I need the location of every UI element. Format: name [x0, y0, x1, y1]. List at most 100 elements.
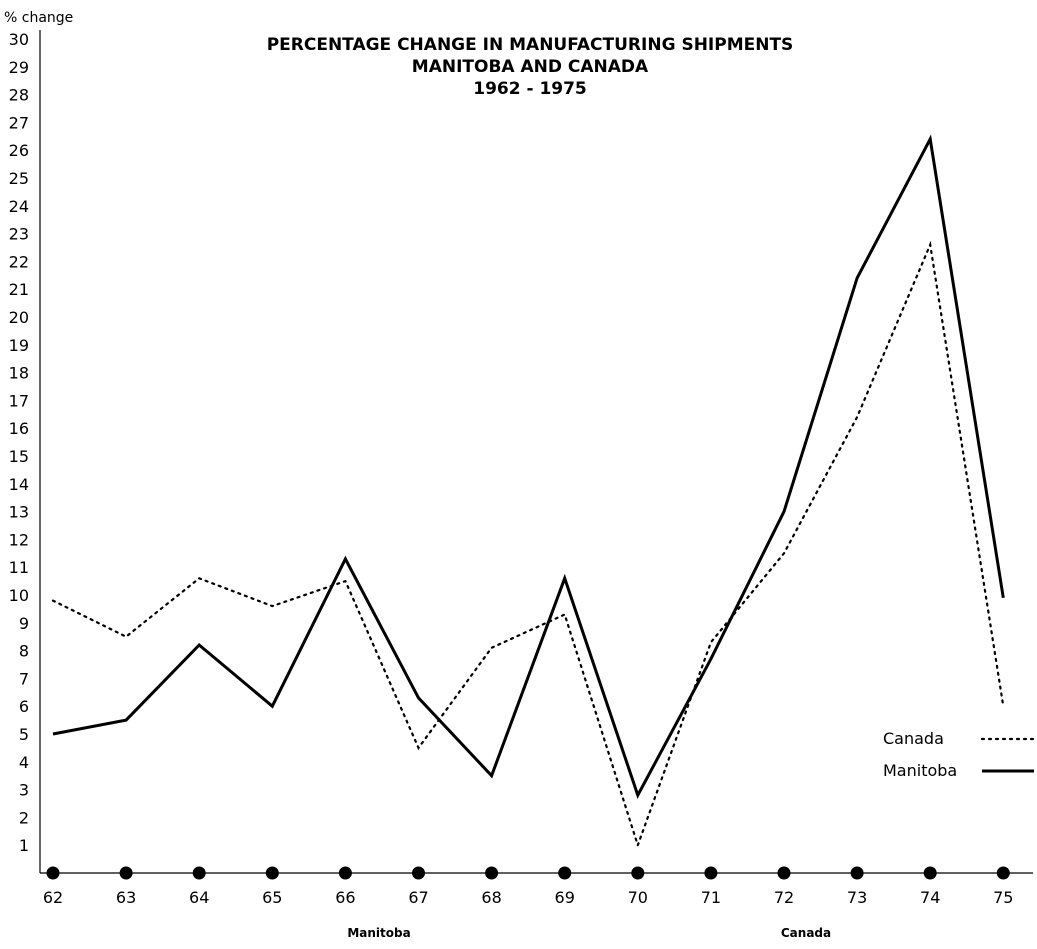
x-axis-marker-dot [996, 866, 1010, 880]
data-point-manitoba [855, 276, 860, 281]
chart-title-line-2: MANITOBA AND CANADA [412, 57, 649, 77]
x-tick-label: 67 [408, 888, 428, 907]
y-tick-label: 4 [19, 753, 29, 772]
series-line-canada [51, 240, 1005, 849]
y-tick-label: 15 [9, 447, 29, 466]
data-point-canada [928, 242, 933, 247]
data-point-canada [708, 640, 713, 645]
data-point-manitoba [489, 773, 494, 778]
y-tick-label: 20 [9, 308, 29, 327]
data-point-canada [197, 576, 202, 581]
x-axis-marker-dot [485, 866, 499, 880]
y-tick-label: 21 [9, 280, 29, 299]
x-tick-label: 63 [116, 888, 136, 907]
data-point-manitoba [197, 643, 202, 648]
x-axis-marker-dot [338, 866, 352, 880]
y-tick-label: 5 [19, 725, 29, 744]
y-tick-label: 28 [9, 86, 29, 105]
x-tick-label: 74 [920, 888, 940, 907]
y-tick-label: 27 [9, 113, 29, 132]
chart-title-line-1: PERCENTAGE CHANGE IN MANUFACTURING SHIPM… [267, 35, 794, 55]
data-point-canada [855, 415, 860, 420]
y-tick-label: 3 [19, 781, 29, 800]
data-point-canada [489, 645, 494, 650]
x-axis-marker-dot [46, 866, 60, 880]
x-tick-label: 75 [993, 888, 1013, 907]
x-tick-label: 68 [481, 888, 501, 907]
data-point-canada [416, 745, 421, 750]
x-axis-marker-dot [777, 866, 791, 880]
axes: 1234567891011121314151617181920212223242… [9, 30, 1033, 907]
data-point-manitoba [635, 793, 640, 798]
y-tick-label: 8 [19, 642, 29, 661]
x-tick-label: 66 [335, 888, 355, 907]
legend-label-canada: Canada [883, 729, 944, 748]
y-tick-label: 7 [19, 669, 29, 688]
y-tick-label: 11 [9, 558, 29, 577]
data-point-manitoba [343, 556, 348, 561]
legend: Canada Manitoba [883, 729, 1036, 780]
x-tick-label: 64 [189, 888, 209, 907]
y-tick-label: 13 [9, 503, 29, 522]
x-axis-marker-dot [192, 866, 206, 880]
footer-label-canada: Canada [781, 926, 831, 940]
data-point-manitoba [562, 576, 567, 581]
x-tick-label: 71 [701, 888, 721, 907]
y-tick-label: 9 [19, 614, 29, 633]
data-point-manitoba [416, 695, 421, 700]
y-tick-label: 30 [9, 30, 29, 49]
y-tick-label: 12 [9, 530, 29, 549]
y-tick-label: 23 [9, 225, 29, 244]
x-tick-label: 72 [774, 888, 794, 907]
chart-title-line-3: 1962 - 1975 [473, 79, 587, 99]
x-axis-markers [46, 866, 1010, 880]
data-point-manitoba [1001, 595, 1006, 600]
y-tick-label: 18 [9, 364, 29, 383]
x-axis-marker-dot [631, 866, 645, 880]
y-tick-label: 22 [9, 252, 29, 271]
x-tick-label: 62 [43, 888, 63, 907]
y-axis-unit-label: % change [4, 10, 73, 26]
y-tick-label: 17 [9, 391, 29, 410]
footer-label-manitoba: Manitoba [347, 926, 410, 940]
y-tick-label: 2 [19, 808, 29, 827]
y-tick-label: 24 [9, 197, 29, 216]
y-tick-label: 14 [9, 475, 29, 494]
data-point-manitoba [51, 732, 56, 737]
data-point-canada [635, 843, 640, 848]
x-axis-marker-dot [558, 866, 572, 880]
x-axis-marker-dot [412, 866, 425, 880]
y-tick-label: 16 [9, 419, 29, 438]
data-point-manitoba [928, 137, 933, 142]
legend-label-manitoba: Manitoba [883, 761, 957, 780]
data-point-manitoba [782, 509, 787, 514]
x-tick-label: 65 [262, 888, 282, 907]
x-axis-marker-dot [265, 866, 279, 880]
x-axis-marker-dot [119, 866, 133, 880]
y-tick-label: 10 [9, 586, 29, 605]
x-axis-marker-dot [923, 866, 937, 880]
y-tick-label: 25 [9, 169, 29, 188]
data-point-manitoba [708, 656, 713, 661]
data-point-manitoba [124, 718, 129, 723]
x-tick-label: 73 [847, 888, 867, 907]
data-point-canada [1001, 704, 1006, 709]
y-tick-label: 29 [9, 58, 29, 77]
data-point-canada [270, 604, 275, 609]
x-axis-marker-dot [704, 866, 718, 880]
data-point-canada [562, 612, 567, 617]
data-point-canada [124, 634, 129, 639]
y-tick-label: 1 [19, 836, 29, 855]
data-point-canada [782, 551, 787, 556]
y-tick-label: 19 [9, 336, 29, 355]
series-line-manitoba [52, 134, 1005, 799]
y-tick-label: 26 [9, 141, 29, 160]
data-point-manitoba [270, 704, 275, 709]
data-point-canada [343, 579, 348, 584]
x-tick-label: 69 [555, 888, 575, 907]
y-tick-label: 6 [19, 697, 29, 716]
x-axis-marker-dot [850, 866, 864, 880]
data-point-canada [51, 598, 56, 603]
